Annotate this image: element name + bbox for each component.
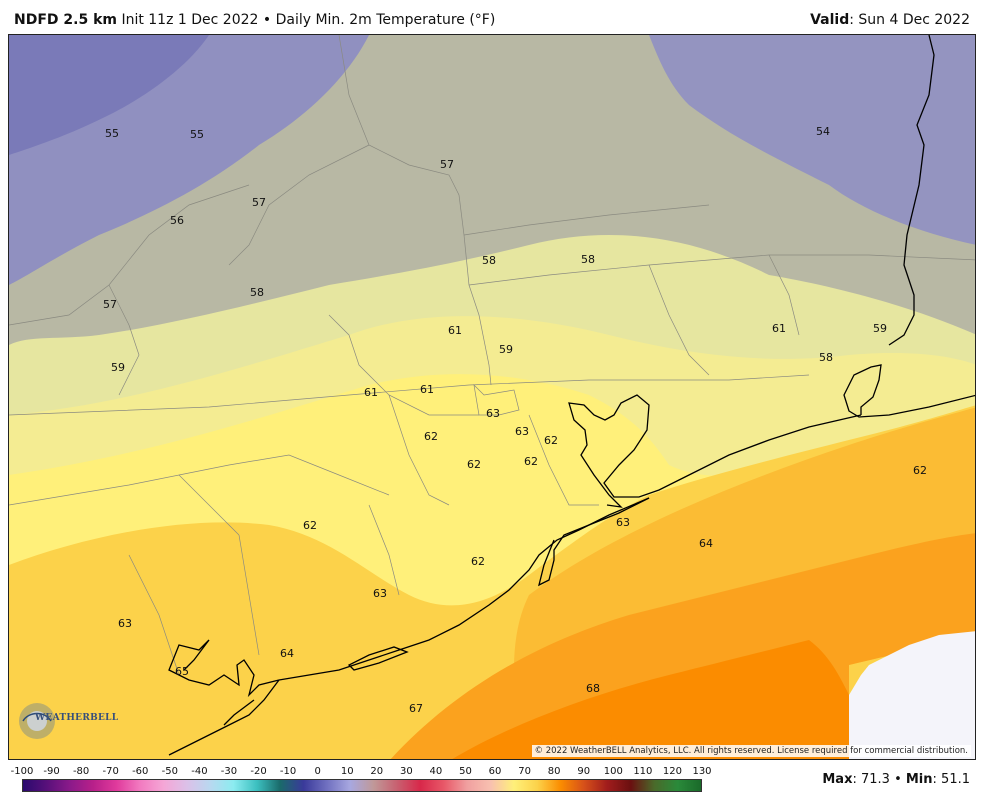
legend-tick: -50 <box>161 766 178 777</box>
value-label: 62 <box>544 434 558 447</box>
title-separator: • <box>262 12 272 28</box>
legend-ticks: -100 -90 -80 -70 -60 -50 -40 -30 -20 -10 0 10 20 30 40… <box>8 764 712 778</box>
value-label: 58 <box>581 253 595 266</box>
legend-tick: 120 <box>662 766 682 777</box>
legend-tick: 50 <box>459 766 472 777</box>
product-name: Daily Min. 2m Temperature (°F) <box>275 12 496 28</box>
valid-label: Valid <box>810 12 850 28</box>
county-lines <box>9 35 975 676</box>
legend-tick: 0 <box>314 766 321 777</box>
value-label: 59 <box>499 343 513 356</box>
value-label: 62 <box>913 464 927 477</box>
value-label: 62 <box>524 455 538 468</box>
legend-tick: 20 <box>370 766 384 777</box>
legend-color-bar <box>22 779 702 792</box>
legend-tick: 130 <box>692 766 712 777</box>
legend-tick: 110 <box>633 766 653 777</box>
legend-tick: 30 <box>399 766 413 777</box>
stats-separator: • <box>889 772 906 787</box>
cold-core-west <box>9 35 209 155</box>
value-label: 58 <box>482 254 496 267</box>
value-label: 59 <box>873 322 887 335</box>
value-label: 54 <box>816 125 830 138</box>
value-label: 59 <box>111 361 125 374</box>
value-label: 64 <box>699 537 713 550</box>
legend-tick: 10 <box>340 766 354 777</box>
map-title: NDFD 2.5 km Init 11z 1 Dec 2022 • Daily … <box>14 12 495 28</box>
model-name: NDFD 2.5 km <box>14 12 117 28</box>
valid-time: Valid: Sun 4 Dec 2022 <box>810 12 970 28</box>
value-label: 62 <box>471 555 485 568</box>
logo-swirl-icon <box>19 703 55 739</box>
value-label: 57 <box>103 298 117 311</box>
legend-tick: -30 <box>220 766 238 777</box>
legend-tick: -20 <box>250 766 267 777</box>
value-label: 65 <box>175 665 189 678</box>
max-label: Max <box>822 772 853 787</box>
value-label: 61 <box>364 386 378 399</box>
legend-tick: -10 <box>279 766 297 777</box>
header: NDFD 2.5 km Init 11z 1 Dec 2022 • Daily … <box>0 0 984 34</box>
no-data-region <box>849 631 975 759</box>
value-label: 63 <box>373 587 387 600</box>
value-label: 61 <box>448 324 462 337</box>
value-label: 62 <box>467 458 481 471</box>
legend-tick: 100 <box>603 766 623 777</box>
valid-value: : Sun 4 Dec 2022 <box>849 12 970 28</box>
value-label: 55 <box>190 128 204 141</box>
value-label: 63 <box>486 407 500 420</box>
logo-text: WEATHERBELL <box>35 713 119 723</box>
coastline <box>168 35 975 756</box>
legend-tick: -60 <box>132 766 149 777</box>
legend-tick: 90 <box>577 766 591 777</box>
value-label: 63 <box>616 516 630 529</box>
value-label: 64 <box>280 647 294 660</box>
copyright-notice: © 2022 WeatherBELL Analytics, LLC. All r… <box>531 745 971 757</box>
value-label: 57 <box>440 158 454 171</box>
legend-tick: 80 <box>547 766 561 777</box>
min-value: : 51.1 <box>932 772 970 787</box>
legend-tick: -90 <box>43 766 60 777</box>
cold-zone-east <box>649 35 975 245</box>
value-label: 62 <box>424 430 438 443</box>
value-label: 55 <box>105 127 119 140</box>
value-label: 68 <box>586 682 600 695</box>
map-canvas <box>9 35 975 759</box>
value-label: 58 <box>250 286 264 299</box>
value-label: 67 <box>409 702 423 715</box>
legend-tick: -80 <box>72 766 90 777</box>
min-label: Min <box>905 772 933 787</box>
legend-tick: -70 <box>102 766 119 777</box>
value-label: 58 <box>819 351 833 364</box>
value-label: 57 <box>252 196 266 209</box>
max-value: : 71.3 <box>852 772 890 787</box>
value-label: 63 <box>118 617 132 630</box>
init-time: Init 11z 1 Dec 2022 <box>121 12 259 28</box>
value-label: 56 <box>170 214 184 227</box>
max-min-stats: Max: 71.3 • Min: 51.1 <box>822 772 970 787</box>
legend-tick: 60 <box>488 766 502 777</box>
temperature-map[interactable]: 55 55 54 57 57 56 58 58 57 58 61 61 59 59 58 59 61 61 63 63… <box>8 34 976 760</box>
value-label: 61 <box>772 322 786 335</box>
value-label: 61 <box>420 383 434 396</box>
value-label: 63 <box>515 425 529 438</box>
color-legend: -100 -90 -80 -70 -60 -50 -40 -30 -20 -10 0 10 20 30 40… <box>8 764 712 804</box>
legend-tick: -100 <box>10 766 34 777</box>
offshore-deep <box>452 640 849 759</box>
legend-tick: -40 <box>191 766 208 777</box>
legend-tick: 70 <box>518 766 531 777</box>
value-label: 62 <box>303 519 317 532</box>
legend-tick: 40 <box>429 766 443 777</box>
weatherbell-logo: WEATHERBELL <box>15 697 118 743</box>
